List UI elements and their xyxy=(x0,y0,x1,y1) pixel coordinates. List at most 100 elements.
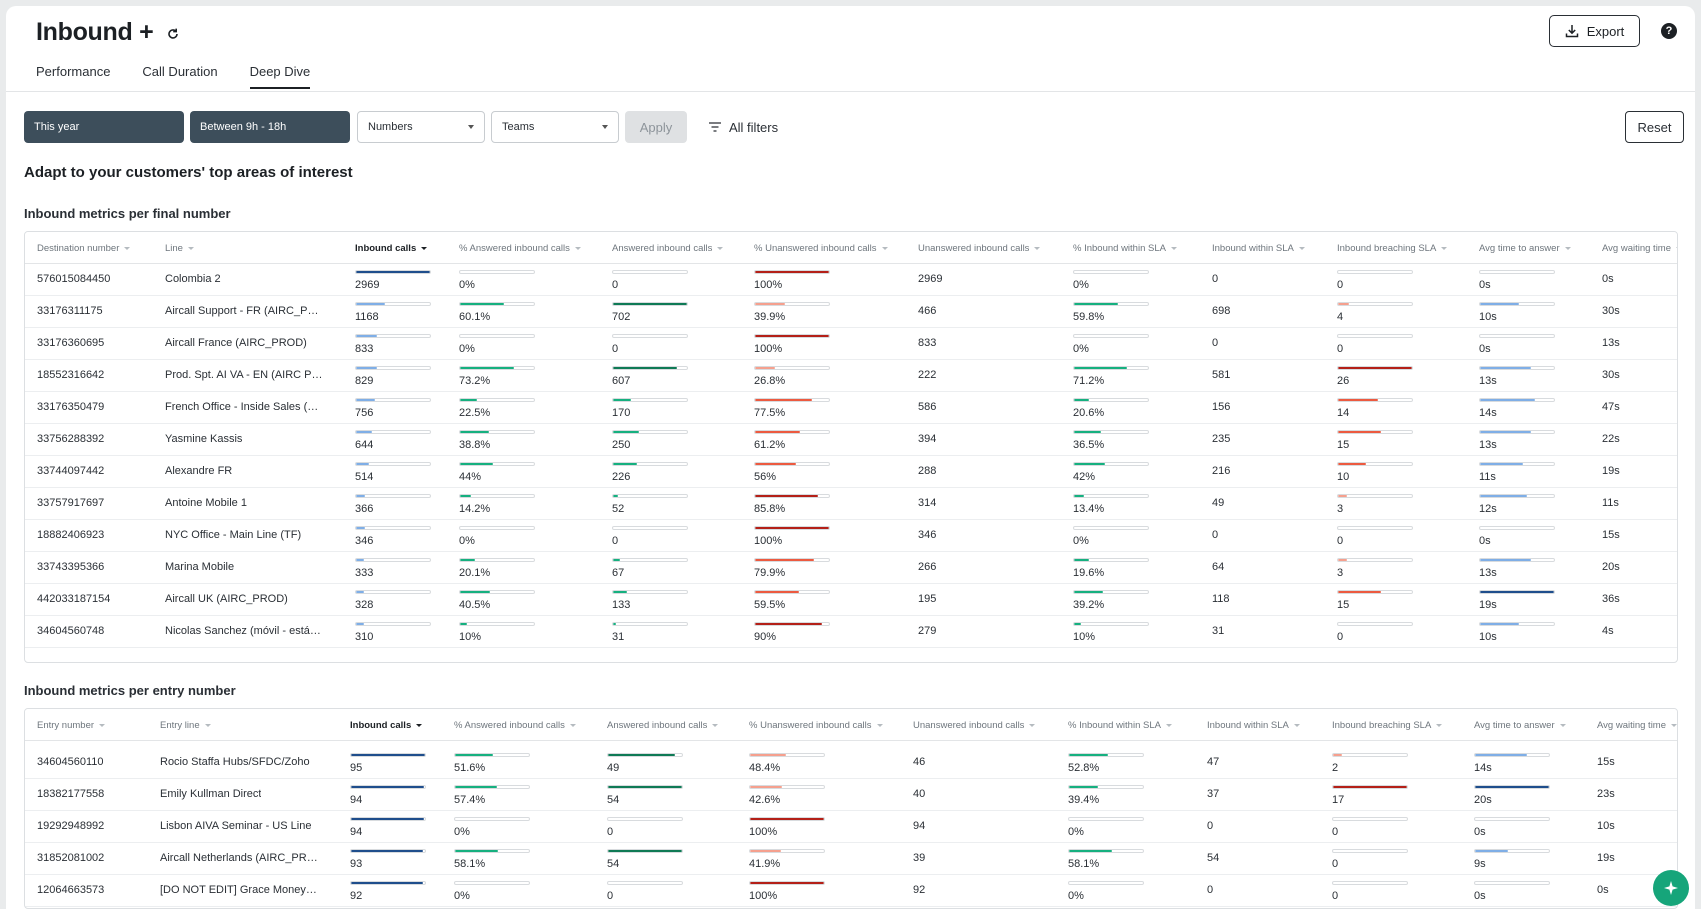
sparkle-icon xyxy=(1664,881,1678,895)
column-header[interactable]: Answered inbound calls xyxy=(607,720,719,731)
section-title: Adapt to your customers' top areas of in… xyxy=(24,164,353,181)
table-row[interactable]: 33176311175 Aircall Support - FR (AIRC_PR… xyxy=(25,296,1677,328)
cell-pct-sla: 0% xyxy=(1073,343,1089,355)
column-header[interactable]: Avg time to answer xyxy=(1474,720,1566,731)
cell-bar-fill xyxy=(1074,399,1090,401)
help-icon[interactable]: ? xyxy=(1661,23,1677,39)
cell-bar xyxy=(350,753,426,757)
date-range-filter[interactable]: This year xyxy=(24,111,184,143)
cell-number: 442033187154 xyxy=(37,593,111,605)
column-header[interactable]: Avg time to answer xyxy=(1479,243,1571,254)
column-header[interactable]: % Unanswered inbound calls xyxy=(754,243,888,254)
table-header-row: Destination number Line Inbound calls % Ans… xyxy=(25,232,1677,264)
column-header[interactable]: Inbound calls xyxy=(355,243,428,254)
column-header[interactable]: % Unanswered inbound calls xyxy=(749,720,883,731)
column-header[interactable]: Entry line xyxy=(160,720,211,731)
column-header[interactable]: Inbound within SLA xyxy=(1212,243,1305,254)
cell-bar-fill xyxy=(1475,850,1509,852)
table-row[interactable]: 33757917697 Antoine Mobile 1 366 14.2% 52 85.… xyxy=(25,488,1677,520)
cell-pct-unanswered: 56% xyxy=(754,471,777,483)
table-row[interactable]: 18552316642 Prod. Spt. AI VA - EN (AIRC P… xyxy=(25,360,1677,392)
assistant-fab-button[interactable] xyxy=(1653,870,1689,906)
cell-line: Yasmine Kassis xyxy=(165,433,243,445)
cell-bar xyxy=(754,558,830,562)
sort-icon xyxy=(1436,724,1443,727)
cell-bar-fill xyxy=(1338,431,1381,433)
cell-pct-unanswered: 100% xyxy=(749,890,778,902)
table-row[interactable]: 576015084450 Colombia 2 2969 0% 0 100% 2969 0% 0… xyxy=(25,264,1677,296)
table-row[interactable]: 12064663573 [DO NOT EDIT] Grace Moneypenn… xyxy=(25,875,1677,907)
column-header[interactable]: Line xyxy=(165,243,194,254)
table-row[interactable]: 442033187154 Aircall UK (AIRC_PROD) 328 40.… xyxy=(25,584,1677,616)
column-header-label: Inbound calls xyxy=(355,243,417,254)
refresh-icon[interactable] xyxy=(166,27,180,41)
cell-unanswered: 2969 xyxy=(918,273,943,285)
cell-bar xyxy=(1474,881,1550,885)
table-row[interactable]: 18382177558 Emily Kullman Direct 94 57.4% 54… xyxy=(25,779,1677,811)
export-button[interactable]: Export xyxy=(1549,15,1640,47)
cell-number: 33743395366 xyxy=(37,561,105,573)
column-header[interactable]: Answered inbound calls xyxy=(612,243,724,254)
cell-unanswered: 195 xyxy=(918,593,937,605)
table-row[interactable]: 19292948992 Lisbon AIVA Seminar - US Line… xyxy=(25,811,1677,843)
cell-avg-wait: 19s xyxy=(1602,465,1620,477)
apply-button[interactable]: Apply xyxy=(625,111,687,143)
cell-bar xyxy=(1068,753,1144,757)
table-row[interactable]: 34604560110 Rocio Staffa Hubs/SFDC/Zoho 95… xyxy=(25,747,1677,779)
tab-performance[interactable]: Performance xyxy=(36,64,111,79)
cell-unanswered: 39 xyxy=(913,852,926,864)
cell-avg-answer: 0s xyxy=(1474,826,1486,838)
cell-pct-answered: 58.1% xyxy=(454,858,486,870)
cell-pct-unanswered: 100% xyxy=(754,343,783,355)
column-header-label: Line xyxy=(165,243,183,254)
cell-pct-unanswered: 79.9% xyxy=(754,567,786,579)
numbers-label: Numbers xyxy=(368,121,413,133)
column-header[interactable]: Inbound calls xyxy=(350,720,423,731)
column-header[interactable]: Unanswered inbound calls xyxy=(918,243,1041,254)
column-header[interactable]: Inbound within SLA xyxy=(1207,720,1300,731)
column-header[interactable]: % Answered inbound calls xyxy=(459,243,581,254)
cell-breaching: 0 xyxy=(1332,890,1339,902)
column-header[interactable]: Avg waiting time xyxy=(1597,720,1677,731)
cell-inbound: 92 xyxy=(350,890,363,902)
all-filters-button[interactable]: All filters xyxy=(709,111,799,143)
cell-bar xyxy=(1073,334,1149,338)
cell-pct-answered: 38.8% xyxy=(459,439,491,451)
cell-number: 34604560748 xyxy=(37,625,105,637)
table-row[interactable]: 31852081002 Aircall Netherlands (AIRC_PRO… xyxy=(25,843,1677,875)
column-header[interactable]: Destination number xyxy=(37,243,131,254)
column-header[interactable]: Inbound breaching SLA xyxy=(1337,243,1448,254)
column-header[interactable]: Unanswered inbound calls xyxy=(913,720,1036,731)
teams-label: Teams xyxy=(502,121,535,133)
teams-dropdown[interactable]: Teams xyxy=(491,111,619,143)
cell-pct-answered: 0% xyxy=(459,535,475,547)
table-row[interactable]: 33756288392 Yasmine Kassis 644 38.8% 250 61.2… xyxy=(25,424,1677,456)
table-row[interactable]: 33176350479 French Office - Inside Sales … xyxy=(25,392,1677,424)
table-row[interactable]: 34604560748 Nicolas Sanchez (móvil - está… xyxy=(25,616,1677,648)
cell-bar xyxy=(350,817,426,821)
reset-button[interactable]: Reset xyxy=(1625,111,1684,143)
column-header[interactable]: Avg waiting time xyxy=(1602,243,1677,254)
numbers-dropdown[interactable]: Numbers xyxy=(357,111,485,143)
hours-filter[interactable]: Between 9h - 18h xyxy=(190,111,350,143)
tab-deep-dive[interactable]: Deep Dive xyxy=(249,64,311,89)
cell-bar-fill xyxy=(613,559,621,561)
cell-bar xyxy=(754,366,830,370)
column-header[interactable]: Entry number xyxy=(37,720,106,731)
sort-icon xyxy=(1170,247,1177,250)
table-row[interactable]: 18882406923 NYC Office - Main Line (TF) 34… xyxy=(25,520,1677,552)
column-header[interactable]: % Inbound within SLA xyxy=(1068,720,1172,731)
column-header[interactable]: Inbound breaching SLA xyxy=(1332,720,1443,731)
cell-pct-sla: 0% xyxy=(1068,826,1084,838)
tab-call-duration[interactable]: Call Duration xyxy=(142,64,218,79)
column-header[interactable]: % Inbound within SLA xyxy=(1073,243,1177,254)
column-header-label: Unanswered inbound calls xyxy=(913,720,1025,731)
table-row[interactable]: 33176360695 Aircall France (AIRC_PROD) 833… xyxy=(25,328,1677,360)
table-row[interactable]: 33743395366 Marina Mobile 333 20.1% 67 79.9% 2… xyxy=(25,552,1677,584)
column-header[interactable]: % Answered inbound calls xyxy=(454,720,576,731)
table-row[interactable]: 33744097442 Alexandre FR 514 44% 226 56% 288 42… xyxy=(25,456,1677,488)
cell-bar xyxy=(607,785,683,789)
column-header-label: Answered inbound calls xyxy=(607,720,708,731)
cell-within-sla: 0 xyxy=(1212,337,1219,349)
cell-bar xyxy=(754,590,830,594)
